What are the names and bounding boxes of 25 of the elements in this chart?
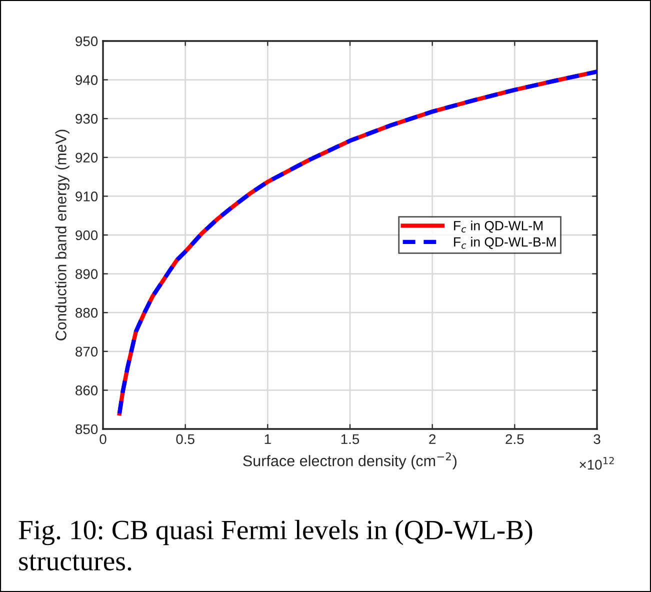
line-series (117, 70, 597, 416)
y-axis-title: Conduction band energy (meV) (55, 130, 70, 340)
x-tick-label: 2 (429, 434, 436, 444)
x-tick-label: 0.5 (176, 434, 194, 444)
text: ×10$^{12}$ (580, 456, 614, 470)
y-tick-label: 930 (76, 114, 98, 124)
legend-label: F$_{c}$ in QD-WL-M (454, 220, 542, 233)
x-tick-label: 1.5 (341, 434, 360, 444)
y-tick-label: 850 (76, 424, 98, 434)
y-tick-label: 870 (76, 346, 98, 357)
y-tick-label: 890 (76, 269, 98, 279)
caption: Fig. 10: CB quasi Fermi levels in (QD-WL-B) structures. (18, 520, 532, 571)
legend-label: F$_{c}$ in QD-WL-B-M (454, 236, 556, 249)
y-tick-label: 920 (76, 152, 98, 163)
y-tick-label: 900 (76, 230, 98, 240)
x-tick-label: 3 (594, 434, 600, 444)
y-tick-label: 860 (76, 386, 98, 396)
x-axis-title: Surface electron density (cm$^{−2}$) (243, 452, 457, 470)
y-tick-label: 950 (76, 36, 98, 46)
x-tick-label: 0 (100, 434, 106, 444)
y-tick-label: 910 (76, 192, 98, 202)
y-tick-label: 940 (76, 75, 98, 85)
y-tick-label: 880 (76, 308, 98, 318)
x-tick-label: 1 (264, 434, 271, 444)
x-tick-label: 2.5 (506, 434, 524, 444)
